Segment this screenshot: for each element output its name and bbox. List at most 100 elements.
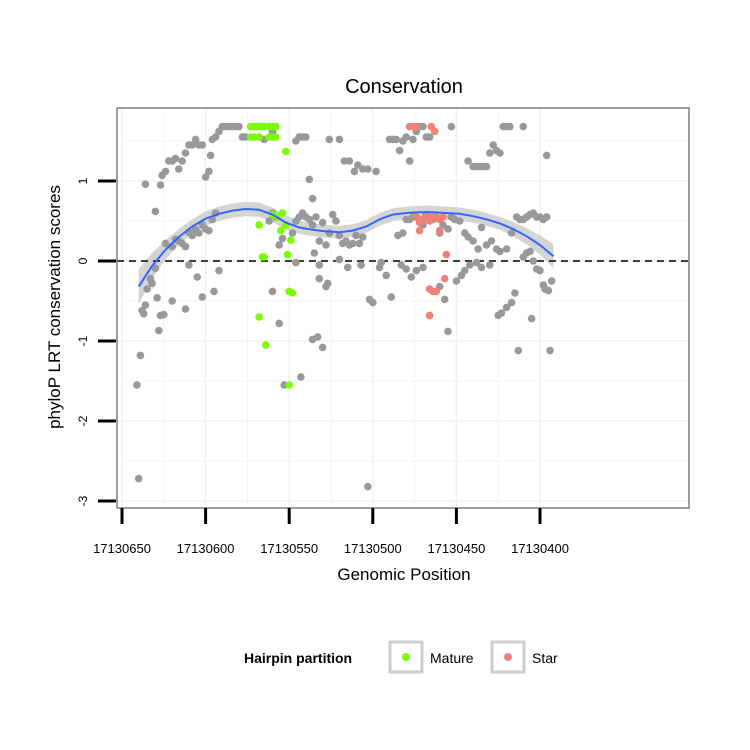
point-other	[205, 167, 213, 176]
y-tick-label: 0	[76, 257, 90, 264]
legend-swatch-star	[504, 653, 512, 661]
smooth-line	[137, 207, 555, 288]
point-other	[444, 327, 452, 336]
point-mature	[272, 122, 280, 131]
point-mature	[287, 236, 295, 244]
point-other	[487, 237, 496, 245]
point-other	[506, 122, 514, 131]
point-other	[464, 157, 472, 165]
point-mature	[278, 209, 287, 217]
point-other	[175, 165, 183, 173]
point-other	[529, 257, 538, 265]
point-other	[310, 249, 319, 257]
point-other	[328, 210, 337, 219]
point-other	[502, 245, 511, 253]
point-other	[399, 229, 407, 237]
point-other	[278, 234, 287, 243]
point-other	[188, 141, 196, 149]
point-other	[215, 266, 223, 275]
point-other	[297, 373, 305, 381]
x-axis-title: Genomic Position	[337, 565, 470, 584]
point-other	[419, 263, 427, 272]
point-other	[188, 231, 196, 240]
point-other	[160, 310, 168, 319]
point-other	[178, 157, 186, 165]
point-other	[139, 310, 148, 318]
point-other	[402, 265, 411, 273]
x-tick-label: 17130400	[511, 541, 569, 556]
point-other	[315, 237, 324, 245]
point-star	[432, 287, 441, 296]
point-other	[151, 264, 160, 273]
point-mature	[288, 289, 297, 297]
point-other	[364, 482, 372, 491]
point-other	[211, 133, 220, 141]
point-other	[392, 135, 401, 144]
point-other	[377, 258, 386, 267]
point-other	[181, 305, 190, 313]
point-mature	[255, 313, 263, 321]
point-other	[409, 135, 417, 144]
point-other	[191, 135, 200, 144]
point-other	[302, 133, 310, 141]
point-other	[205, 226, 213, 235]
point-star	[439, 213, 447, 221]
y-tick-label: -3	[76, 495, 90, 506]
point-other	[288, 229, 297, 237]
point-star	[442, 250, 451, 259]
point-mature	[283, 250, 292, 259]
point-other	[412, 266, 421, 275]
point-other	[425, 133, 434, 141]
point-star	[435, 226, 444, 235]
point-other	[357, 261, 365, 269]
x-tick-label: 17130600	[177, 541, 235, 556]
point-other	[419, 122, 427, 131]
point-other	[489, 141, 498, 149]
point-other	[323, 279, 332, 288]
point-other	[359, 233, 367, 241]
point-other	[134, 474, 143, 483]
point-other	[355, 239, 364, 248]
point-other	[201, 173, 210, 181]
point-mature	[277, 226, 285, 235]
point-other	[536, 266, 544, 275]
point-other	[455, 217, 464, 225]
point-other	[496, 149, 504, 157]
point-star	[412, 122, 421, 131]
point-other	[486, 261, 494, 269]
point-other	[313, 333, 322, 341]
y-axis-title: phyloP LRT conservation scores	[45, 185, 64, 429]
point-other	[542, 151, 551, 160]
point-other	[469, 237, 477, 245]
point-mature	[272, 133, 280, 141]
point-other	[206, 151, 215, 160]
point-other	[407, 273, 416, 281]
point-other	[312, 213, 320, 221]
point-other	[181, 242, 190, 251]
point-other	[308, 221, 317, 229]
point-other	[171, 154, 180, 163]
point-other	[547, 277, 556, 285]
point-mature	[255, 133, 263, 141]
point-other	[477, 263, 486, 272]
point-other	[372, 167, 380, 176]
point-other	[348, 239, 357, 248]
point-star	[415, 226, 424, 235]
point-other	[141, 180, 150, 188]
point-other	[151, 207, 160, 216]
point-other	[322, 241, 330, 249]
point-other	[350, 167, 359, 176]
point-other	[395, 146, 404, 155]
point-other	[210, 287, 218, 296]
point-other	[497, 309, 506, 317]
y-tick-label: -1	[76, 335, 90, 346]
point-other	[318, 218, 327, 227]
point-other	[477, 223, 486, 232]
point-other	[318, 343, 327, 352]
legend-swatch-mature	[402, 653, 410, 661]
point-other	[511, 289, 519, 297]
point-other	[161, 239, 170, 248]
point-other	[440, 295, 449, 304]
x-tick-label: 17130650	[93, 541, 151, 556]
